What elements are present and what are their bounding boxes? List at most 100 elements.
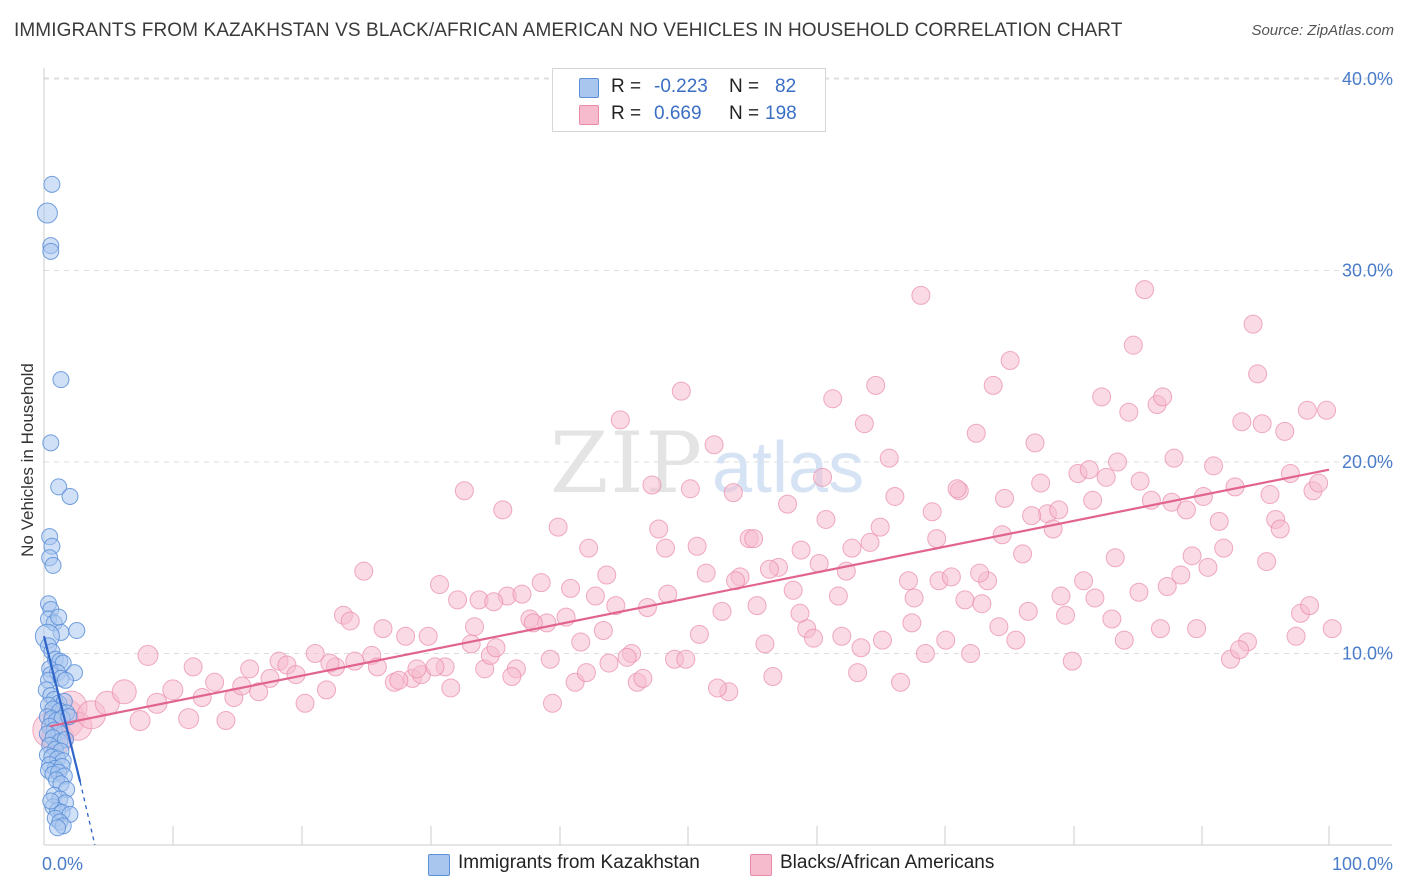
- point-blacks-200: [759, 559, 779, 579]
- point-blacks-201: [744, 529, 764, 549]
- point-kazakhstan-81: [42, 792, 60, 810]
- point-blacks-169: [1260, 485, 1280, 505]
- point-blacks-222: [340, 611, 360, 631]
- point-blacks-180: [1322, 619, 1342, 639]
- point-blacks-62: [593, 621, 613, 641]
- point-blacks-106: [898, 571, 918, 591]
- point-kazakhstan-80: [49, 819, 67, 837]
- point-blacks-185: [1130, 471, 1150, 491]
- point-blacks-210: [576, 663, 596, 683]
- grid-lines: [44, 77, 1392, 654]
- point-blacks-21: [260, 668, 280, 688]
- trend-line-kazakhstan: [42, 635, 82, 783]
- point-blacks-173: [1280, 463, 1300, 483]
- point-kazakhstan-1: [43, 175, 61, 193]
- point-blacks-187: [1083, 490, 1103, 510]
- point-blacks-211: [561, 578, 581, 598]
- point-blacks-189: [1022, 506, 1042, 526]
- legend-item-kazakhstan[interactable]: Immigrants from Kazakhstan: [428, 852, 728, 876]
- point-blacks-223: [320, 653, 340, 673]
- point-blacks-27: [317, 680, 336, 700]
- stats-n-value-1: 82: [775, 76, 797, 97]
- point-blacks-95: [828, 586, 848, 606]
- y-tick-label-10: 10.0%: [1342, 644, 1393, 664]
- point-blacks-184: [1150, 619, 1170, 639]
- point-blacks-128: [1031, 473, 1051, 493]
- point-blacks-115: [955, 590, 975, 610]
- point-blacks-216: [465, 617, 485, 637]
- point-blacks-193: [927, 529, 947, 549]
- point-blacks-80: [723, 483, 743, 503]
- stats-box: R = -0.223 N = 82 R = 0.669 N = 198: [552, 68, 826, 132]
- point-blacks-47: [486, 638, 506, 658]
- point-blacks-178: [1309, 473, 1329, 493]
- point-blacks-73: [671, 381, 691, 401]
- point-blacks-93: [816, 509, 836, 529]
- point-blacks-8: [129, 710, 151, 732]
- y-tick-label-20: 20.0%: [1342, 452, 1393, 472]
- point-blacks-100: [860, 532, 880, 552]
- point-blacks-10: [137, 644, 159, 666]
- point-blacks-16: [216, 711, 236, 731]
- point-blacks-188: [1051, 586, 1071, 606]
- point-blacks-59: [571, 632, 591, 652]
- point-blacks-85: [763, 666, 783, 686]
- point-blacks-74: [680, 479, 700, 499]
- point-blacks-88: [783, 580, 803, 600]
- watermark: ZIP atlas: [550, 414, 864, 512]
- point-blacks-87: [778, 494, 798, 514]
- y-tick-label-30: 30.0%: [1342, 261, 1393, 281]
- point-kazakhstan-4: [52, 371, 70, 389]
- point-blacks-203: [707, 678, 727, 698]
- point-kazakhstan-3: [42, 242, 60, 260]
- trend-line-kazakhstan-extension: [79, 781, 96, 846]
- x-tick-label-0: 0.0%: [42, 854, 83, 874]
- point-blacks-135: [1074, 571, 1094, 591]
- point-blacks-191: [970, 563, 990, 583]
- point-blacks-166: [1243, 314, 1263, 334]
- point-kazakhstan-16: [50, 608, 68, 626]
- point-blacks-212: [540, 649, 560, 669]
- point-blacks-38: [418, 626, 438, 646]
- point-blacks-182: [1257, 552, 1277, 572]
- point-blacks-131: [1049, 500, 1069, 520]
- point-blacks-215: [484, 592, 504, 612]
- x-tick-label-100: 100.0%: [1332, 854, 1393, 874]
- point-blacks-176: [1297, 400, 1317, 420]
- stats-r-value-1: -0.223: [654, 76, 708, 97]
- point-blacks-140: [1102, 609, 1122, 629]
- stats-row-kazakhstan: R = -0.223 N = 82: [553, 74, 825, 100]
- point-blacks-205: [676, 649, 696, 669]
- point-blacks-26: [305, 644, 325, 663]
- point-blacks-145: [1129, 582, 1149, 602]
- point-blacks-77: [704, 435, 724, 455]
- stats-swatch-blacks: [579, 105, 599, 125]
- point-blacks-218: [425, 657, 445, 677]
- trend-line-blacks: [49, 468, 1330, 728]
- point-blacks-60: [579, 538, 599, 558]
- point-blacks-12: [178, 708, 200, 730]
- point-blacks-121: [989, 617, 1009, 637]
- point-kazakhstan-18: [68, 622, 86, 640]
- point-blacks-183: [1230, 640, 1250, 660]
- stats-n-label-1: N =: [729, 76, 760, 97]
- point-blacks-83: [747, 596, 767, 616]
- point-blacks-152: [1164, 448, 1184, 468]
- point-blacks-42: [454, 481, 474, 501]
- point-blacks-120: [983, 375, 1003, 395]
- point-blacks-108: [911, 285, 931, 305]
- point-blacks-195: [870, 517, 890, 537]
- point-blacks-143: [1119, 402, 1139, 422]
- point-blacks-160: [1209, 511, 1229, 531]
- point-blacks-20: [249, 682, 269, 702]
- point-blacks-69: [642, 475, 662, 495]
- watermark-zip: ZIP: [550, 414, 704, 512]
- legend-label-blacks: Blacks/African Americans: [780, 852, 995, 873]
- point-blacks-126: [1018, 601, 1038, 621]
- legend-item-blacks[interactable]: Blacks/African Americans: [750, 852, 1030, 876]
- point-blacks-105: [891, 672, 911, 692]
- point-blacks-168: [1252, 414, 1272, 434]
- point-blacks-97: [842, 538, 862, 558]
- point-blacks-158: [1198, 557, 1218, 577]
